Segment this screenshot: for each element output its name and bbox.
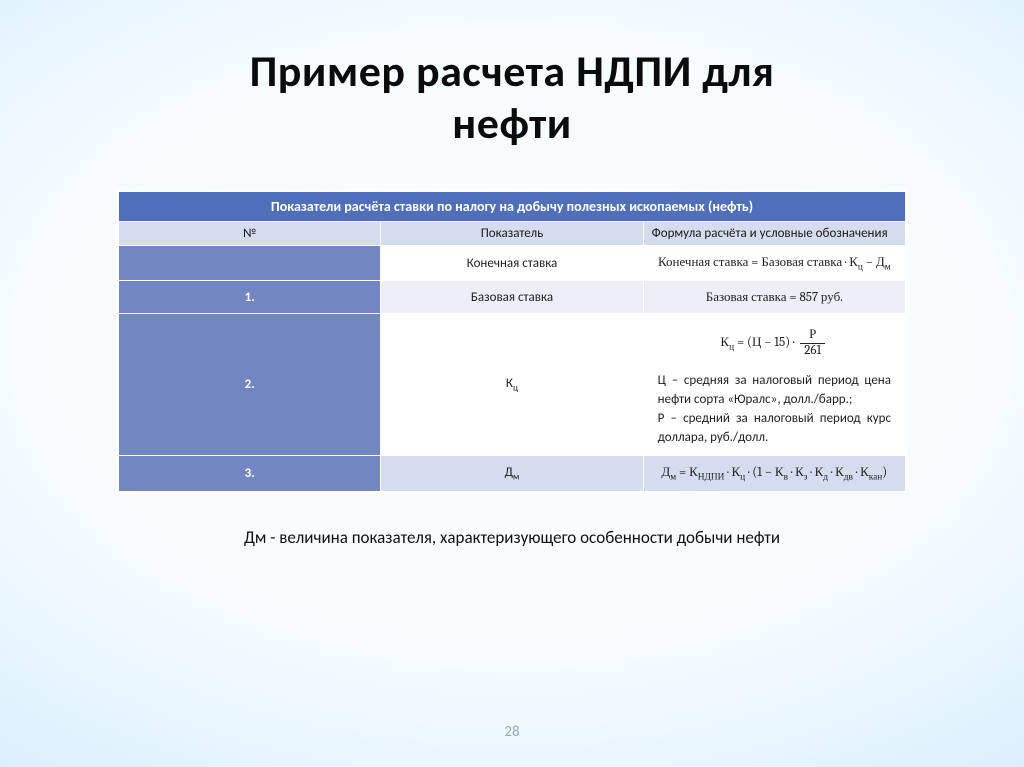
title-line-2: нефти bbox=[452, 96, 572, 150]
page-number: 28 bbox=[0, 723, 1024, 741]
row1-num: 1. bbox=[119, 281, 381, 314]
col-formula: Формула расчёта и условные обозначения bbox=[643, 221, 905, 245]
row3-num: 3. bbox=[119, 456, 381, 492]
title-line-1: Пример расчета НДПИ для bbox=[250, 44, 775, 98]
table-row: Конечная ставка Конечная ставка = Базова… bbox=[119, 245, 906, 281]
row2-formula-expr: Кц = (Ц − 15) · Р261 bbox=[658, 322, 891, 362]
row2-formula: Кц = (Ц − 15) · Р261 Ц – средняя за нало… bbox=[643, 314, 905, 456]
slide-title: Пример расчета НДПИ для нефти bbox=[0, 0, 1024, 150]
row2-note: Ц – средняя за налоговый период цена неф… bbox=[658, 372, 891, 447]
table-row: 1. Базовая ставка Базовая ставка = 857 р… bbox=[119, 281, 906, 314]
row2-note-c: Ц – средняя за налоговый период цена неф… bbox=[658, 373, 891, 407]
row2-note-p: Р – средний за налоговый период курс дол… bbox=[658, 411, 891, 445]
table-row: 3. Дм Дм = КНДПИ · Кц · (1 − Кв · Кз · К… bbox=[119, 456, 906, 492]
table-header-row: Показатели расчёта ставки по налогу на д… bbox=[119, 191, 906, 221]
row3-indicator: Дм bbox=[381, 456, 643, 492]
table-columns-row: № Показатель Формула расчёта и условные … bbox=[119, 221, 906, 245]
row0-formula: Конечная ставка = Базовая ставка · Кц − … bbox=[643, 245, 905, 281]
footnote-text: Дм - величина показателя, характеризующе… bbox=[117, 527, 907, 548]
row3-formula: Дм = КНДПИ · Кц · (1 − Кв · Кз · Кд · Кд… bbox=[643, 456, 905, 492]
table-row: 2. Кц Кц = (Ц − 15) · Р261 Ц – средняя з… bbox=[119, 314, 906, 456]
row2-indicator: Кц bbox=[381, 314, 643, 456]
row1-formula: Базовая ставка = 857 руб. bbox=[643, 281, 905, 314]
col-number: № bbox=[119, 221, 381, 245]
col-indicator: Показатель bbox=[381, 221, 643, 245]
row1-indicator: Базовая ставка bbox=[381, 281, 643, 314]
row2-num: 2. bbox=[119, 314, 381, 456]
table-title: Показатели расчёта ставки по налогу на д… bbox=[119, 191, 906, 221]
row0-num bbox=[119, 245, 381, 281]
row0-indicator: Конечная ставка bbox=[381, 245, 643, 281]
rates-table: Показатели расчёта ставки по налогу на д… bbox=[117, 190, 907, 493]
